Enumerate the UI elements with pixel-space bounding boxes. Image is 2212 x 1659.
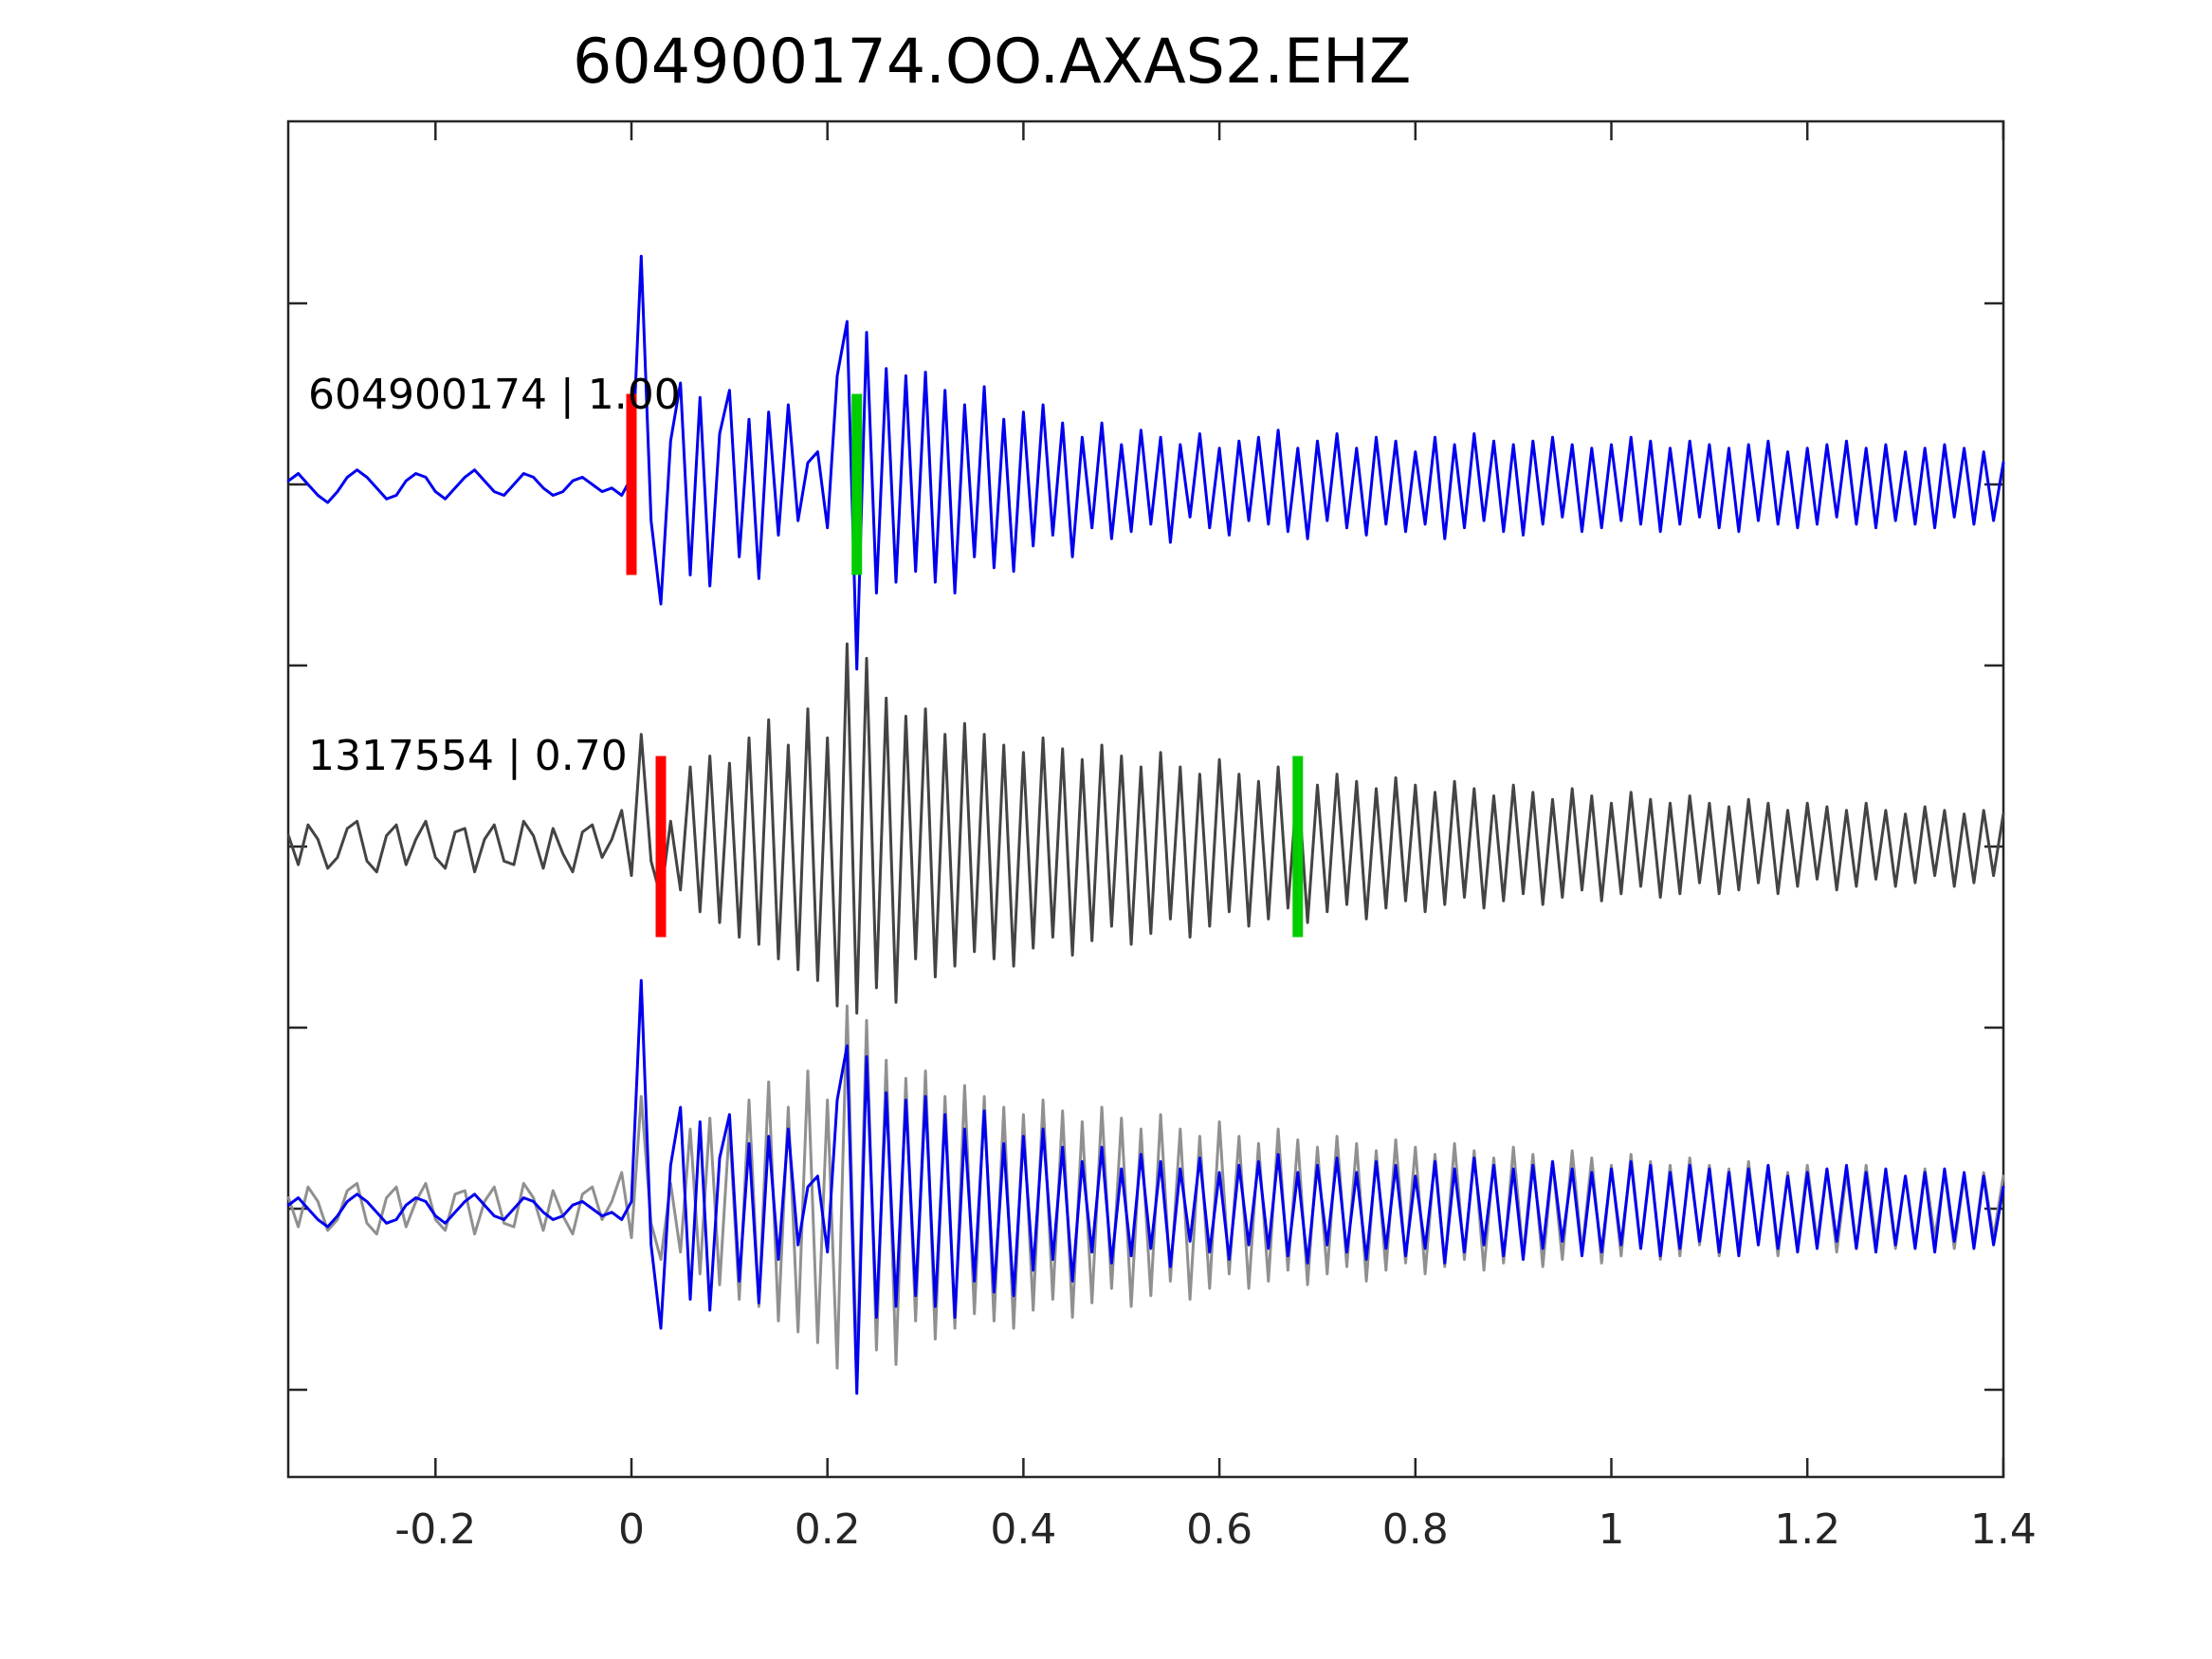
x-tick-label: 0.2 — [794, 1505, 861, 1554]
x-tick-label: 1.4 — [1969, 1505, 2037, 1554]
trace-label-candidate: 1317554 | 0.70 — [308, 732, 628, 780]
x-tick-label: -0.2 — [394, 1505, 477, 1554]
trace-label-template: 604900174 | 1.00 — [308, 371, 681, 419]
axes-spines — [286, 119, 2005, 1479]
x-tick-label: 0.6 — [1186, 1505, 1253, 1554]
figure-title: 604900174.OO.AXAS2.EHZ — [573, 27, 1412, 98]
x-tick-label: 0.4 — [990, 1505, 1057, 1554]
waveform-overlay-template — [286, 978, 2005, 1395]
x-tick-label: 1.2 — [1774, 1505, 1841, 1554]
x-tick-label: 0.8 — [1381, 1505, 1449, 1554]
x-tick-label: 0 — [618, 1505, 645, 1554]
waveform-candidate — [286, 642, 2005, 1015]
waveform-template — [286, 254, 2005, 671]
x-tick-label: 1 — [1598, 1505, 1625, 1554]
